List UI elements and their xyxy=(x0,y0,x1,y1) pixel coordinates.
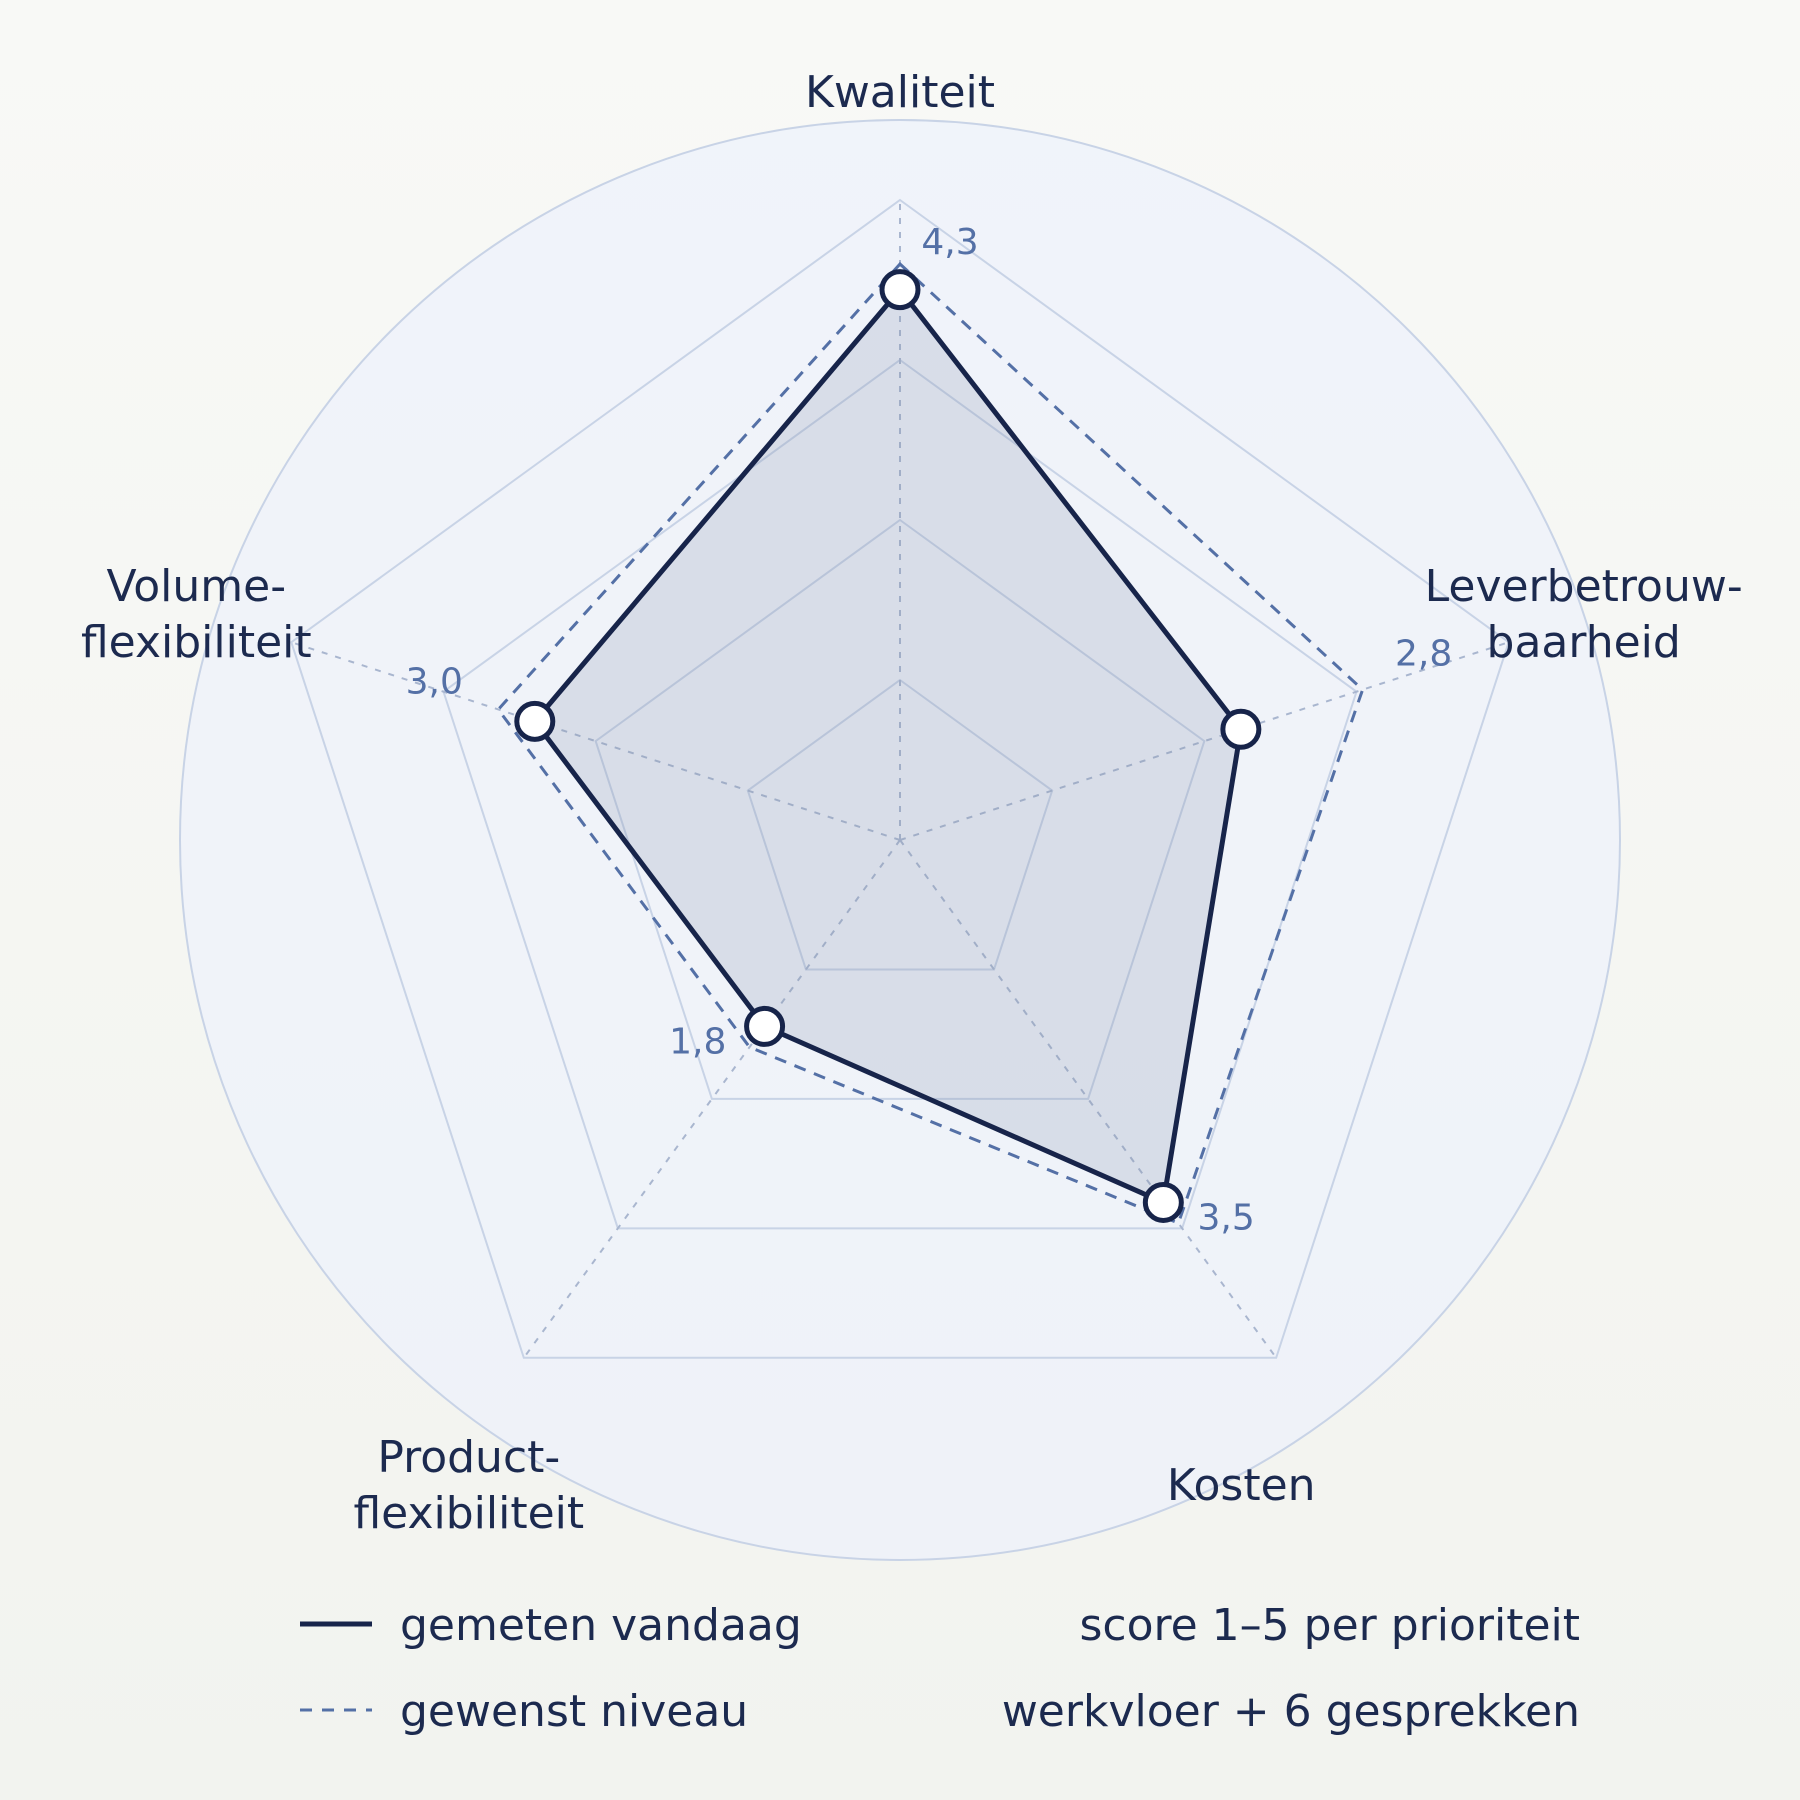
measured-points xyxy=(514,269,1262,1223)
grid-ring-3 xyxy=(442,358,1358,1230)
note-source: werkvloer + 6 gesprekken xyxy=(1002,1686,1580,1737)
measured-area xyxy=(534,289,1241,1203)
axis-labels: Kwaliteit Leverbetrouw-baarheid Kosten Prod… xyxy=(81,67,1743,1539)
axis-label-3-line-1: flexibiliteit xyxy=(353,1488,584,1539)
axis-spoke-3 xyxy=(523,839,901,1359)
axis-label-4-line-0: Volume- xyxy=(107,561,287,612)
measured-line xyxy=(532,287,1244,1205)
axis-label-1-line-1: baarheid xyxy=(1487,617,1681,668)
value-label-4: 3,0 xyxy=(406,661,463,702)
axis-spoke-4 xyxy=(291,641,901,841)
axis-label-4: Volume-flexibiliteit xyxy=(81,561,312,668)
value-label-0: 4,3 xyxy=(921,222,978,263)
value-label-2: 3,5 xyxy=(1197,1197,1254,1238)
note-scale: score 1–5 per prioriteit xyxy=(1079,1600,1580,1651)
axis-label-0-line-0: Kwaliteit xyxy=(805,67,995,118)
measured-point-4 xyxy=(514,700,556,742)
axis-label-1-line-0: Leverbetrouw- xyxy=(1425,561,1743,612)
value-label-3: 1,8 xyxy=(669,1021,726,1062)
grid-ring-1 xyxy=(746,678,1054,971)
legend: gemeten vandaag gewenst niveau score 1–5… xyxy=(300,1600,1580,1737)
measured-point-3 xyxy=(744,1005,786,1047)
axis-label-0: Kwaliteit xyxy=(805,67,995,118)
axis-label-2: Kosten xyxy=(1167,1460,1316,1511)
legend-label-measured: gemeten vandaag xyxy=(400,1600,802,1651)
legend-label-target: gewenst niveau xyxy=(400,1686,748,1737)
axis-label-3-line-0: Product- xyxy=(377,1432,560,1483)
grid-ring-4 xyxy=(290,198,1510,1359)
axis-label-2-line-0: Kosten xyxy=(1167,1460,1316,1511)
value-labels: 4,3 2,8 3,5 1,8 3,0 xyxy=(406,222,1453,1238)
measured-point-0 xyxy=(879,269,921,311)
axis-label-4-line-1: flexibiliteit xyxy=(81,617,312,668)
measured-point-1 xyxy=(1220,708,1262,750)
grid-rings xyxy=(290,198,1510,1359)
measured-point-2 xyxy=(1142,1181,1184,1223)
grid-ring-2 xyxy=(594,518,1206,1100)
value-label-1: 2,8 xyxy=(1395,634,1452,675)
axis-spoke-1 xyxy=(899,641,1509,841)
axis-label-3: Product-flexibiliteit xyxy=(353,1432,584,1539)
axis-spoke-2 xyxy=(899,839,1277,1359)
axis-label-1: Leverbetrouw-baarheid xyxy=(1425,561,1743,668)
